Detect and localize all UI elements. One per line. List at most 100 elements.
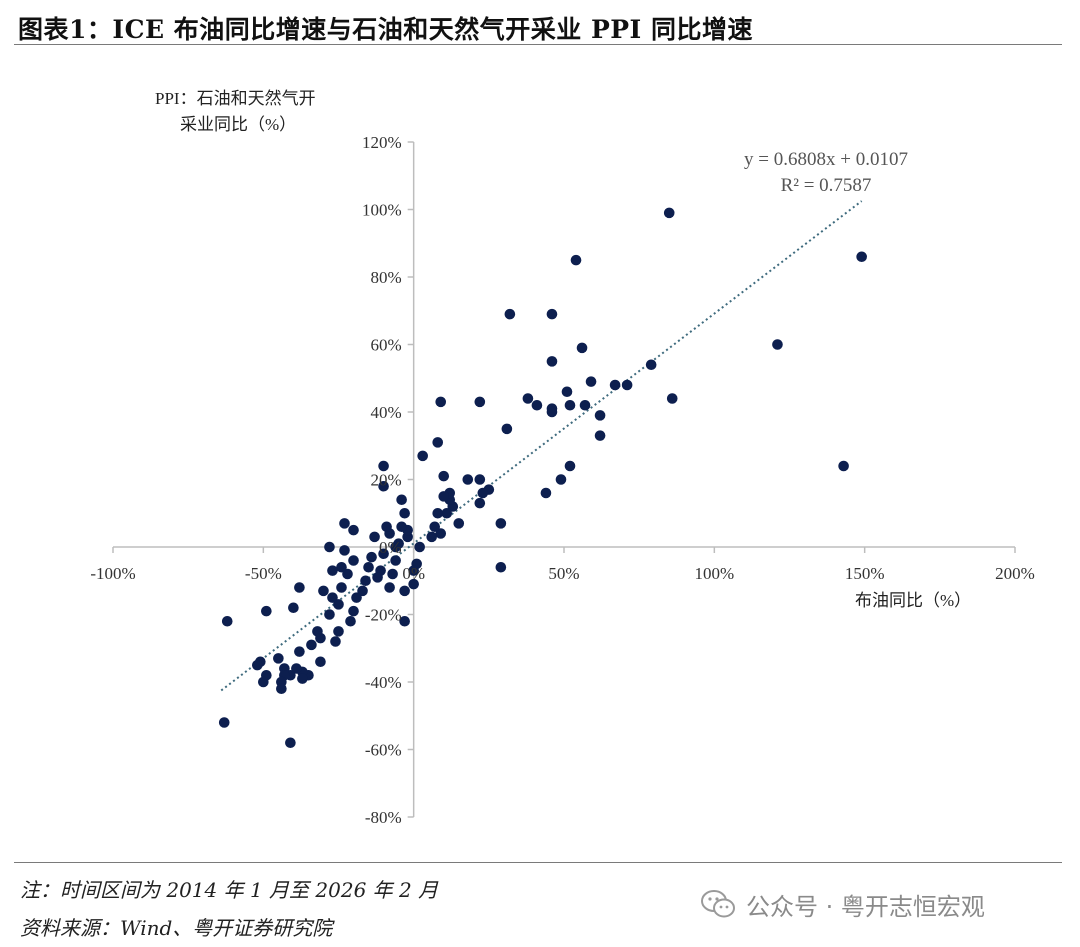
y-tick-label: -60% [365,741,402,760]
data-point [252,659,263,671]
y-tick-label: 80% [370,268,401,287]
data-point [495,561,507,573]
data-point [291,663,302,674]
data-point [372,572,383,583]
data-point [531,399,543,411]
data-point [306,639,317,651]
data-point [396,494,407,506]
data-point [357,585,368,597]
data-point [333,626,344,637]
trendline-group [220,200,863,692]
axis-labels: -100% -50% 0% 50% 100% 150% 200% -80% -60% -40% -2… [90,133,1035,827]
title-divider [14,44,1062,45]
data-point [838,460,849,472]
y-tick-label: 120% [362,133,402,152]
data-source-note: 资料来源：Wind、粤开证券研究院 [20,916,333,940]
x-tick-label: -100% [90,564,135,583]
data-point [522,393,534,404]
data-point [474,474,486,485]
y-tick-label: -20% [365,606,402,625]
data-point [258,676,269,688]
data-point [324,609,335,620]
data-point [327,592,338,603]
data-point [312,626,323,637]
data-point [378,480,389,492]
data-points [218,207,867,749]
data-point [408,565,419,576]
data-point [540,487,552,499]
data-point [417,450,428,462]
data-point [546,406,558,418]
data-point [441,507,453,519]
data-point [315,656,326,668]
data-point [399,507,410,519]
data-point [474,396,486,408]
data-point [294,582,305,593]
data-point [564,460,576,472]
data-point [426,531,438,543]
data-point [579,399,591,411]
x-axis-title: 布油同比（%） [855,591,971,610]
y-tick-label: -80% [365,808,402,827]
data-point [399,585,410,597]
y-tick-label: 100% [362,201,402,220]
data-point [288,602,299,614]
data-point [390,555,401,566]
data-point [504,308,516,320]
data-point [453,518,465,529]
data-point [856,251,867,263]
data-point [561,386,573,398]
trend-equation: y = 0.6808x + 0.0107 [744,149,908,170]
chart-axes [112,141,1016,818]
data-point [609,379,621,391]
data-point [351,592,362,603]
data-point [501,423,513,435]
data-point [555,474,567,485]
footer-divider [14,862,1062,863]
data-point [462,474,474,485]
data-point [429,521,441,533]
x-tick-label: 200% [995,564,1035,583]
data-point [378,460,389,472]
data-point [348,524,359,536]
data-point [333,599,344,610]
x-tick-label: 50% [548,564,579,583]
data-point [276,683,287,695]
data-point [327,565,338,576]
data-point [342,568,353,580]
data-point [285,737,296,749]
data-point [345,615,356,627]
data-point [399,615,410,627]
wechat-icon [701,890,735,918]
data-point [318,585,329,597]
data-point [772,339,783,350]
data-point [585,376,597,387]
data-point [546,356,558,367]
data-point [324,541,335,553]
data-point [594,410,606,421]
data-point [666,393,678,404]
data-point [297,673,308,684]
data-point [369,531,380,543]
y-tick-label: 40% [370,403,401,422]
data-point [414,541,425,553]
data-point [663,207,675,219]
x-tick-label: 100% [694,564,734,583]
trend-r-squared: R² = 0.7587 [781,175,872,196]
data-point [474,497,486,509]
data-point [438,470,450,482]
data-point [621,379,633,391]
data-point [218,717,230,728]
data-point [438,491,450,502]
data-point [435,396,447,408]
data-point [381,521,392,533]
data-point [360,575,371,587]
y-tick-label: -40% [365,673,402,692]
data-point [378,548,389,560]
data-point [273,653,284,664]
data-point [366,551,377,563]
trendline [220,200,863,692]
x-tick-label: -50% [245,564,282,583]
data-point [336,582,347,593]
